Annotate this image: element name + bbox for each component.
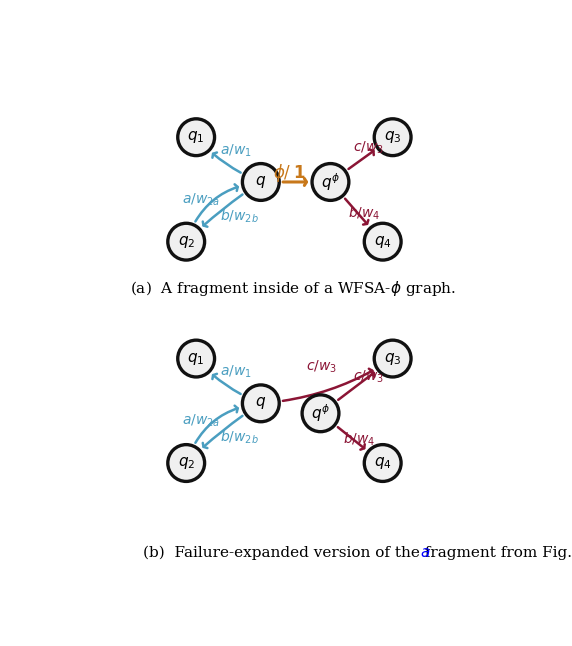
Text: $q$: $q$	[255, 395, 267, 412]
Text: $b/w_{2b}$: $b/w_{2b}$	[220, 207, 259, 225]
Circle shape	[168, 444, 205, 481]
Circle shape	[302, 395, 339, 432]
Circle shape	[374, 340, 411, 377]
Text: $a/w_{2a}$: $a/w_{2a}$	[182, 413, 220, 429]
Text: $q^\phi$: $q^\phi$	[321, 171, 340, 193]
Circle shape	[312, 163, 349, 200]
Text: $q_3$: $q_3$	[384, 129, 402, 145]
Circle shape	[364, 224, 401, 260]
Text: $q_1$: $q_1$	[188, 129, 205, 145]
Circle shape	[243, 163, 279, 200]
Text: $c/w_3$: $c/w_3$	[353, 140, 384, 156]
Text: $q^\phi$: $q^\phi$	[311, 402, 330, 424]
Text: $\mathbf{1}$: $\mathbf{1}$	[293, 165, 305, 182]
Circle shape	[168, 224, 205, 260]
Text: $q_4$: $q_4$	[374, 234, 392, 249]
Circle shape	[243, 385, 279, 422]
Text: $b/w_4$: $b/w_4$	[343, 431, 375, 448]
Text: $q_4$: $q_4$	[374, 455, 392, 471]
Circle shape	[178, 119, 214, 156]
Text: $b/w_4$: $b/w_4$	[348, 204, 380, 222]
Text: $b/w_{2b}$: $b/w_{2b}$	[220, 428, 259, 446]
Circle shape	[364, 444, 401, 481]
Text: $\phi/$: $\phi/$	[273, 162, 291, 184]
Text: $q_2$: $q_2$	[177, 455, 195, 471]
Circle shape	[374, 119, 411, 156]
Text: $c/w_3$: $c/w_3$	[307, 359, 337, 375]
Text: $a/w_1$: $a/w_1$	[220, 364, 252, 380]
Text: $a/w_{2a}$: $a/w_{2a}$	[182, 191, 220, 207]
Text: (b)  Failure-expanded version of the fragment from Fig. 3: (b) Failure-expanded version of the frag…	[143, 545, 572, 559]
Text: $c/w_3$: $c/w_3$	[353, 369, 384, 385]
Text: $q_3$: $q_3$	[384, 351, 402, 366]
Text: $q$: $q$	[255, 174, 267, 190]
Text: $a/w_1$: $a/w_1$	[220, 143, 252, 160]
Circle shape	[178, 340, 214, 377]
Text: $q_1$: $q_1$	[188, 351, 205, 366]
Text: (a)  A fragment inside of a WFSA-$\phi$ graph.: (a) A fragment inside of a WFSA-$\phi$ g…	[130, 280, 456, 298]
Text: $a$: $a$	[420, 546, 431, 559]
Text: $q_2$: $q_2$	[177, 234, 195, 249]
